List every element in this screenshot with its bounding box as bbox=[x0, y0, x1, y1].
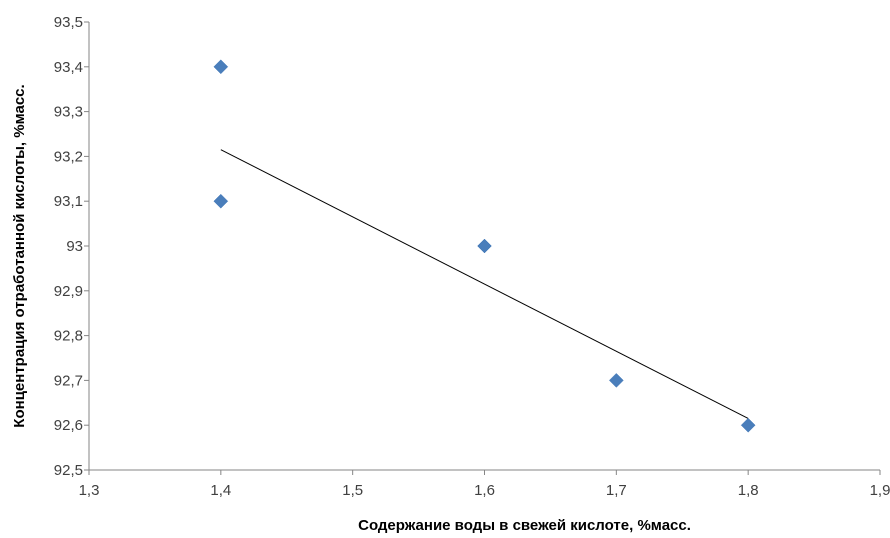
trendline bbox=[220, 149, 749, 419]
y-tick-label: 92,7 bbox=[54, 372, 83, 389]
y-axis-title: Концентрация отработанной кислоты, %масс… bbox=[11, 84, 28, 427]
y-tick-label: 93,1 bbox=[54, 193, 83, 210]
x-axis-title: Содержание воды в свежей кислоте, %масс. bbox=[358, 517, 691, 534]
y-tick-label: 92,8 bbox=[54, 328, 83, 345]
y-tick-label: 93,4 bbox=[54, 59, 83, 76]
x-tick-label: 1,6 bbox=[474, 482, 495, 499]
y-tick-label: 93 bbox=[66, 238, 83, 255]
x-tick-label: 1,9 bbox=[870, 482, 890, 499]
data-point bbox=[213, 59, 229, 75]
y-axis-tick-labels: 92,5 92,6 92,7 92,8 92,9 93 93,1 93,2 93,3 93,4 93… bbox=[54, 14, 83, 479]
x-tick-label: 1,3 bbox=[79, 482, 100, 499]
data-point bbox=[740, 417, 756, 433]
x-axis-tick-labels: 1,3 1,4 1,5 1,6 1,7 1,8 1,9 bbox=[79, 482, 890, 499]
x-tick-label: 1,5 bbox=[342, 482, 363, 499]
y-axis-ticks bbox=[84, 21, 89, 471]
y-tick-label: 93,5 bbox=[54, 14, 83, 31]
y-tick-label: 93,2 bbox=[54, 148, 83, 165]
data-point bbox=[477, 238, 492, 254]
y-tick-label: 92,9 bbox=[54, 283, 83, 300]
y-tick-label: 92,5 bbox=[54, 462, 83, 479]
x-tick-label: 1,8 bbox=[738, 482, 759, 499]
data-points bbox=[213, 59, 756, 433]
x-tick-label: 1,7 bbox=[606, 482, 627, 499]
x-axis-ticks bbox=[88, 470, 881, 475]
plot-area: 92,5 92,6 92,7 92,8 92,9 93 93,1 93,2 93,3 93,4 93… bbox=[54, 14, 890, 499]
y-tick-label: 92,6 bbox=[54, 417, 83, 434]
data-point bbox=[608, 373, 624, 388]
data-point bbox=[213, 193, 229, 209]
y-tick-label: 93,3 bbox=[54, 104, 83, 121]
x-tick-label: 1,4 bbox=[210, 482, 231, 499]
